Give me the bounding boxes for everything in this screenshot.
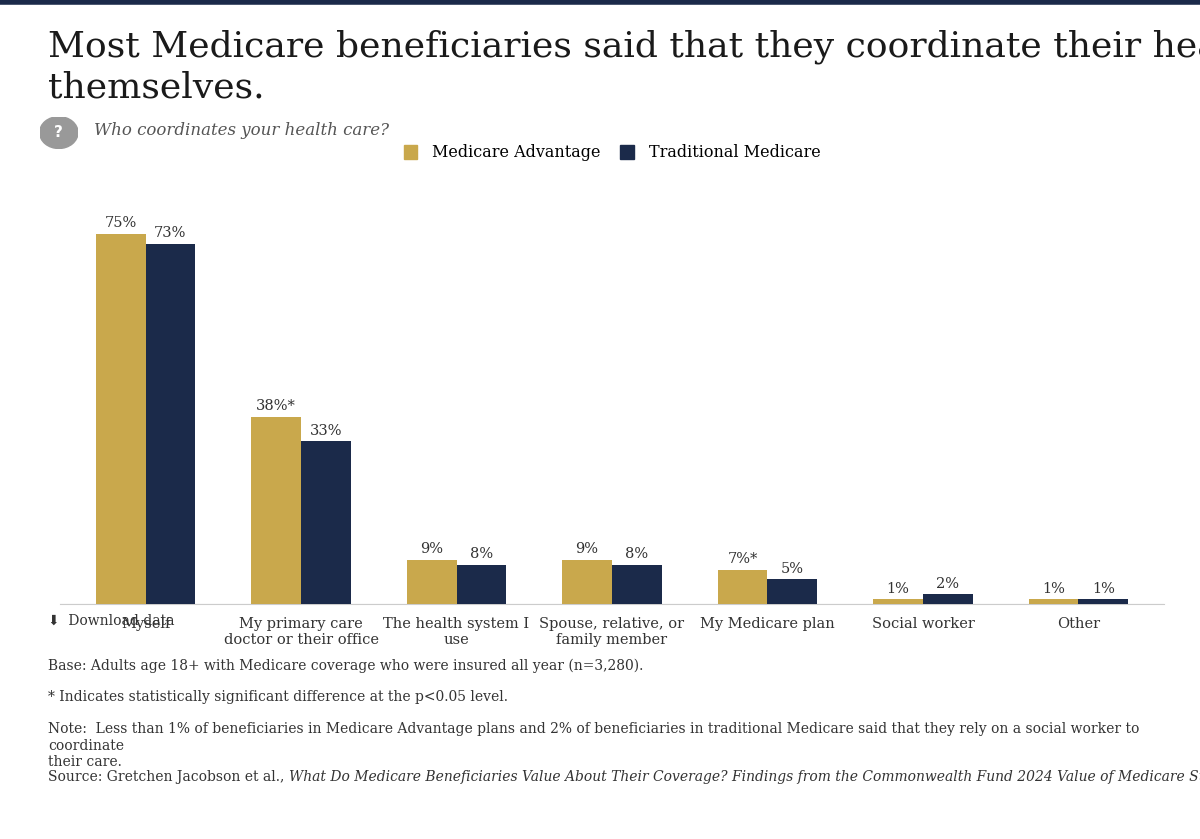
Text: ⬇  Download data: ⬇ Download data <box>48 614 174 628</box>
Bar <box>874 599 923 604</box>
Text: 73%: 73% <box>155 227 186 240</box>
Text: Most Medicare beneficiaries said that they coordinate their health care
themselv: Most Medicare beneficiaries said that th… <box>48 29 1200 105</box>
Text: 33%: 33% <box>310 424 342 438</box>
Text: 8%: 8% <box>625 547 648 561</box>
Text: Base: Adults age 18+ with Medicare coverage who were insured all year (n=3,280).: Base: Adults age 18+ with Medicare cover… <box>48 659 643 673</box>
Bar <box>718 570 768 604</box>
Bar <box>1079 599 1128 604</box>
Text: 1%: 1% <box>1042 581 1066 596</box>
Text: Note:  Less than 1% of beneficiaries in Medicare Advantage plans and 2% of benef: Note: Less than 1% of beneficiaries in M… <box>48 722 1139 769</box>
Bar <box>1028 599 1079 604</box>
Text: 38%*: 38%* <box>256 399 296 413</box>
Text: 1%: 1% <box>887 581 910 596</box>
Bar <box>251 416 301 604</box>
Bar <box>768 580 817 604</box>
Bar <box>145 244 196 604</box>
Text: * Indicates statistically significant difference at the p<0.05 level.: * Indicates statistically significant di… <box>48 690 508 705</box>
Text: 5%: 5% <box>781 562 804 576</box>
Text: 2%: 2% <box>936 576 959 591</box>
Bar <box>407 560 456 604</box>
Text: 9%: 9% <box>420 542 443 556</box>
Bar <box>96 234 145 604</box>
Text: 9%: 9% <box>576 542 599 556</box>
Circle shape <box>40 117 78 149</box>
Text: 75%: 75% <box>104 216 137 231</box>
Bar <box>301 441 350 604</box>
Legend: Medicare Advantage, Traditional Medicare: Medicare Advantage, Traditional Medicare <box>397 138 827 168</box>
Text: What Do Medicare Beneficiaries Value About Their Coverage? Findings from the Com: What Do Medicare Beneficiaries Value Abo… <box>289 770 1200 784</box>
Text: 7%*: 7%* <box>727 552 758 566</box>
Text: 1%: 1% <box>1092 581 1115 596</box>
Bar <box>923 594 973 604</box>
Text: 8%: 8% <box>470 547 493 561</box>
Text: Who coordinates your health care?: Who coordinates your health care? <box>94 122 389 138</box>
Bar <box>563 560 612 604</box>
Bar <box>456 565 506 604</box>
Text: Source: Gretchen Jacobson et al.,: Source: Gretchen Jacobson et al., <box>48 770 289 784</box>
Bar <box>612 565 661 604</box>
Text: ?: ? <box>54 125 64 140</box>
